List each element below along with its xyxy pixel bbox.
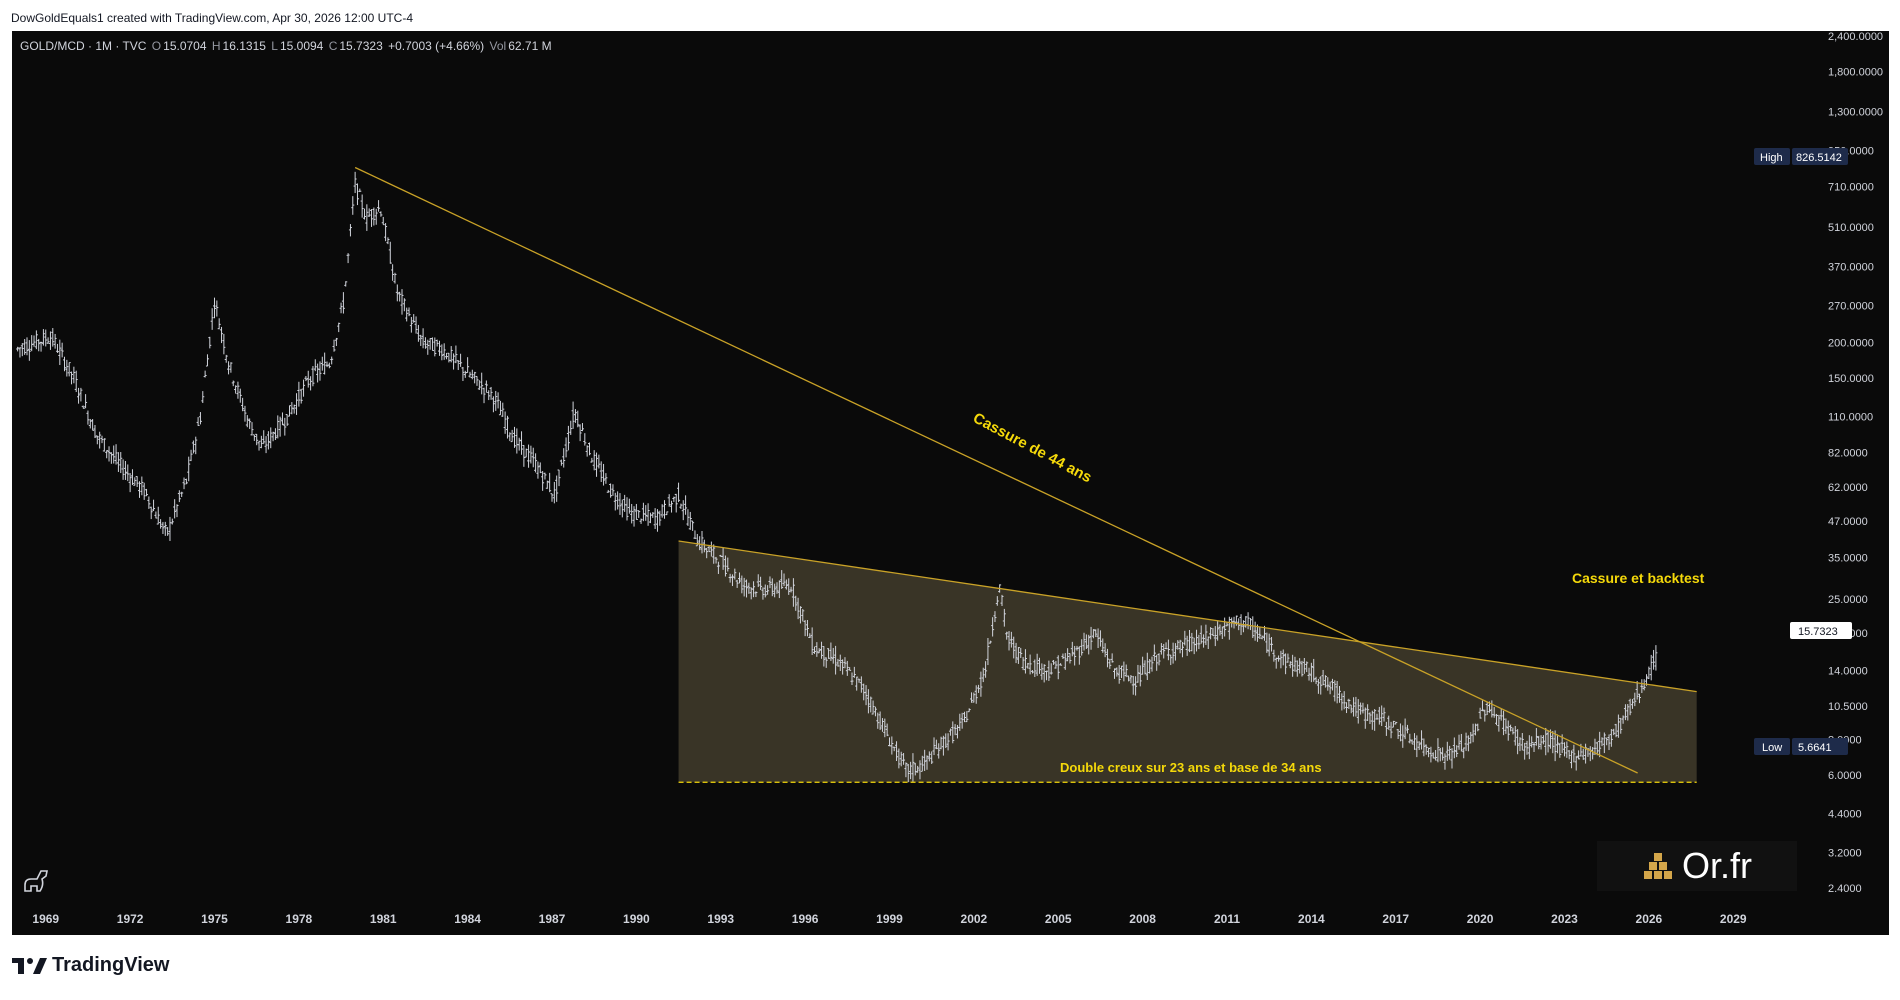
x-tick-label: 1993 — [707, 912, 734, 926]
y-tick-label: 62.0000 — [1828, 482, 1868, 494]
x-tick-label: 1987 — [539, 912, 566, 926]
x-tick-label: 1972 — [117, 912, 144, 926]
legend-open: 15.0704 — [163, 39, 207, 53]
annotation-break-backtest: Cassure et backtest — [1572, 570, 1705, 586]
legend-vol-label: Vol — [489, 39, 507, 53]
x-tick-label: 2026 — [1636, 912, 1663, 926]
high-value: 826.5142 — [1796, 152, 1842, 164]
x-tick-label: 1990 — [623, 912, 650, 926]
legend-symbol: GOLD/MCD · 1M · TVC — [20, 39, 147, 53]
chart-frame[interactable]: 2,400.0000 1,800.0000 1,300.0000 950.0000 71… — [12, 31, 1889, 935]
last-price-value: 15.7323 — [1798, 626, 1838, 638]
x-tick-label: 2017 — [1382, 912, 1409, 926]
trendline-1 — [354, 166, 1638, 774]
y-tick-label: 150.0000 — [1828, 373, 1874, 385]
high-value-bg — [1792, 148, 1848, 165]
low-value: 5.6641 — [1798, 742, 1832, 754]
x-tick-label: 1975 — [201, 912, 228, 926]
low-label: Low — [1762, 742, 1782, 754]
legend-change: +0.7003 (+4.66%) — [388, 39, 485, 53]
x-tick-label: 1978 — [286, 912, 313, 926]
x-tick-label: 2011 — [1214, 912, 1240, 926]
y-tick-label: 82.0000 — [1828, 447, 1868, 459]
y-tick-label: 4.4000 — [1828, 808, 1862, 820]
low-value-bg — [1792, 738, 1848, 755]
last-price-bg — [1790, 622, 1852, 639]
y-tick-label: 1,800.0000 — [1828, 67, 1883, 79]
legend-low-label: L — [271, 39, 278, 53]
x-tick-label: 2008 — [1129, 912, 1156, 926]
y-tick-label: 200.0000 — [1828, 338, 1874, 350]
x-tick-label: 1984 — [454, 912, 481, 926]
x-tick-label: 1981 — [370, 912, 397, 926]
y-tick-label: 35.0000 — [1828, 553, 1868, 565]
legend-close: 15.7323 — [339, 39, 383, 53]
gold-bars-icon — [1644, 853, 1672, 879]
tradingview-brand[interactable]: TradingView — [12, 954, 169, 977]
y-tick-label: 3.2000 — [1828, 848, 1862, 860]
x-tick-label: 1996 — [792, 912, 819, 926]
legend-high-label: H — [211, 39, 221, 53]
trendlines-layer — [354, 166, 1697, 783]
x-tick-label: 2023 — [1551, 912, 1578, 926]
y-tick-label: 47.0000 — [1828, 516, 1868, 528]
y-tick-label: 110.0000 — [1828, 411, 1873, 423]
legend-open-label: O — [151, 39, 162, 53]
consolidation-zone-layer — [678, 541, 1697, 783]
high-label-bg — [1754, 148, 1790, 165]
x-tick-label: 2029 — [1720, 912, 1747, 926]
candles-layer — [16, 171, 1658, 783]
y-tick-label: 710.0000 — [1828, 181, 1874, 193]
y-tick-label: 270.0000 — [1828, 301, 1874, 313]
annotation-double-bottom: Double creux sur 23 ans et base de 34 an… — [1060, 760, 1322, 775]
y-tick-label: 14.0000 — [1828, 666, 1868, 678]
x-tick-label: 1999 — [876, 912, 903, 926]
x-tick-label: 2020 — [1467, 912, 1494, 926]
price-chart[interactable]: 2,400.00001,800.00001,300.0000950.000071… — [12, 31, 1889, 935]
legend-vol: 62.71 M — [508, 39, 552, 53]
x-tick-label: 2014 — [1298, 912, 1325, 926]
tradingview-logo-icon — [12, 957, 47, 974]
x-tick-label: 2002 — [961, 912, 988, 926]
orfr-text: Or.fr — [1682, 845, 1752, 886]
y-tick-label: 10.5000 — [1828, 701, 1868, 713]
y-tick-label: 2,400.0000 — [1828, 31, 1883, 43]
y-tick-label: 25.0000 — [1828, 594, 1868, 606]
orfr-watermark: Or.fr — [1597, 841, 1797, 891]
low-label-bg — [1754, 738, 1790, 755]
legend-low: 15.0094 — [279, 39, 324, 53]
chart-credit: DowGoldEquals1 created with TradingView.… — [11, 11, 413, 25]
consolidation-zone — [678, 541, 1697, 783]
axes-layer: 2,400.00001,800.00001,300.0000950.000071… — [32, 31, 1883, 926]
y-tick-label: 2.4000 — [1828, 883, 1862, 895]
high-label: High — [1760, 152, 1783, 164]
x-tick-label: 2005 — [1045, 912, 1072, 926]
legend-close-label: C — [328, 39, 338, 53]
y-tick-label: 370.0000 — [1828, 262, 1874, 274]
brand-name: TradingView — [52, 954, 170, 976]
y-tick-label: 510.0000 — [1828, 222, 1874, 234]
tradingview-dino-icon[interactable] — [22, 867, 52, 900]
trendline-2 — [678, 540, 1697, 693]
y-tick-label: 6.0000 — [1828, 770, 1862, 782]
annotation-break-44: Cassure de 44 ans — [970, 410, 1094, 487]
y-tick-label: 1,300.0000 — [1828, 107, 1883, 119]
legend-high: 16.1315 — [222, 39, 266, 53]
x-tick-label: 1969 — [32, 912, 59, 926]
